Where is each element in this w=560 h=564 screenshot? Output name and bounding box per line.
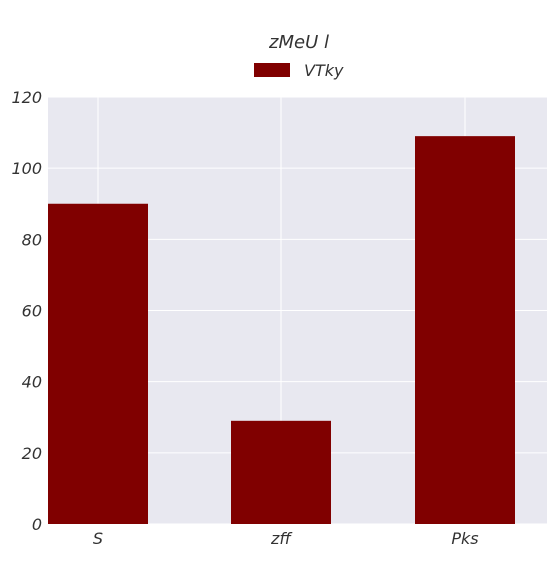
bar-S (48, 203, 148, 524)
bars (48, 136, 515, 524)
bar-zff (231, 420, 331, 524)
x-tick-label: zff (270, 529, 293, 548)
y-tick-label: 40 (22, 373, 42, 392)
legend-swatch (254, 63, 290, 77)
y-axis-ticks: 0 20 40 60 80 100 120 (11, 88, 42, 534)
y-tick-label: 120 (11, 88, 42, 107)
legend-label: VTky (304, 61, 344, 80)
y-tick-label: 20 (22, 444, 42, 463)
y-tick-label: 80 (22, 230, 42, 249)
bar-Pks (415, 136, 515, 524)
x-tick-label: Pks (451, 529, 478, 548)
chart-title: zMeU l (268, 32, 329, 53)
y-tick-label: 100 (11, 159, 42, 178)
legend: VTky (254, 61, 344, 80)
x-tick-label: S (93, 529, 103, 548)
y-tick-label: 0 (32, 515, 42, 534)
y-tick-label: 60 (22, 302, 42, 321)
